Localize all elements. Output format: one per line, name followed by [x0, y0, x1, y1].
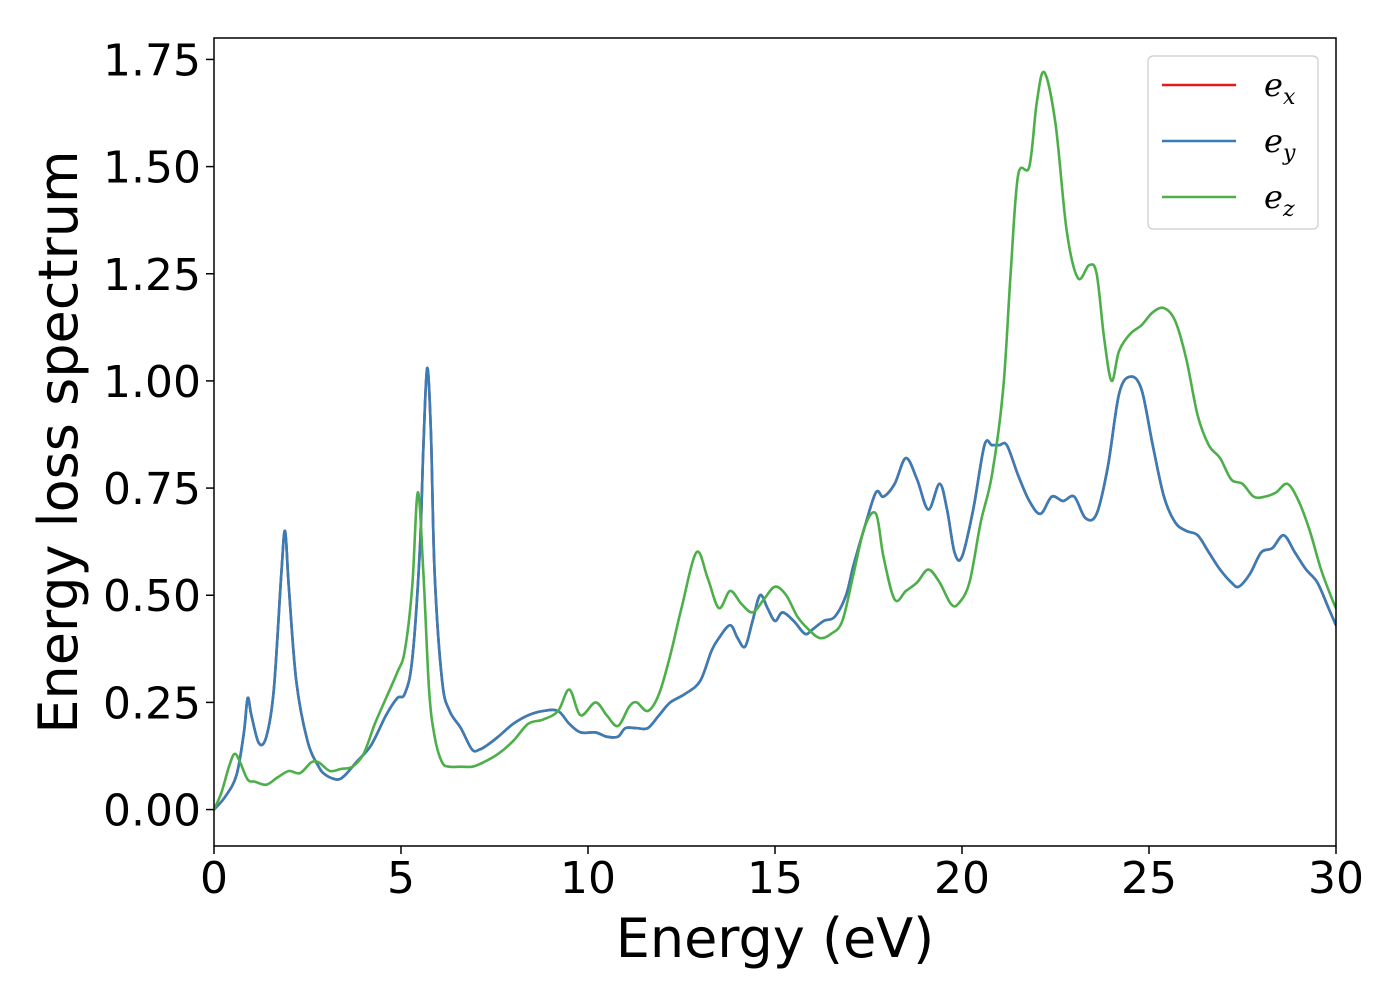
x-tick-label: 0: [200, 853, 228, 904]
y-tick-label: 0.00: [103, 786, 201, 837]
y-axis: 0.00 0.25 0.50 0.75 1.00 1.25 1.50 1.75: [103, 35, 214, 837]
legend-box: [1147, 55, 1319, 230]
legend: ex ey ez: [1147, 55, 1319, 230]
series-line-e-y: [214, 366, 1336, 811]
x-tick-label: 15: [747, 853, 803, 904]
series-line-e-z: [214, 70, 1336, 811]
y-tick-label: 0.25: [103, 678, 201, 729]
legend-label: ez: [1264, 178, 1295, 222]
y-tick-label: 1.50: [103, 143, 201, 194]
x-tick-label: 5: [387, 853, 415, 904]
x-tick-label: 10: [560, 853, 616, 904]
x-tick-label: 20: [934, 853, 990, 904]
x-axis: 0 5 10 15 20 25 30: [200, 846, 1364, 904]
y-tick-label: 1.00: [103, 357, 201, 408]
x-tick-label: 30: [1308, 853, 1364, 904]
y-axis-title: Energy loss spectrum: [27, 150, 90, 733]
y-tick-label: 0.75: [103, 464, 201, 515]
y-tick-label: 1.75: [103, 35, 201, 86]
plot-lines: [214, 70, 1336, 811]
y-tick-label: 0.50: [103, 571, 201, 622]
legend-label: ey: [1264, 122, 1296, 166]
y-tick-label: 1.25: [103, 250, 201, 301]
legend-label: ex: [1264, 66, 1296, 110]
series-line-e-x: [214, 366, 1336, 811]
x-tick-label: 25: [1121, 853, 1177, 904]
x-axis-title: Energy (eV): [616, 907, 935, 970]
